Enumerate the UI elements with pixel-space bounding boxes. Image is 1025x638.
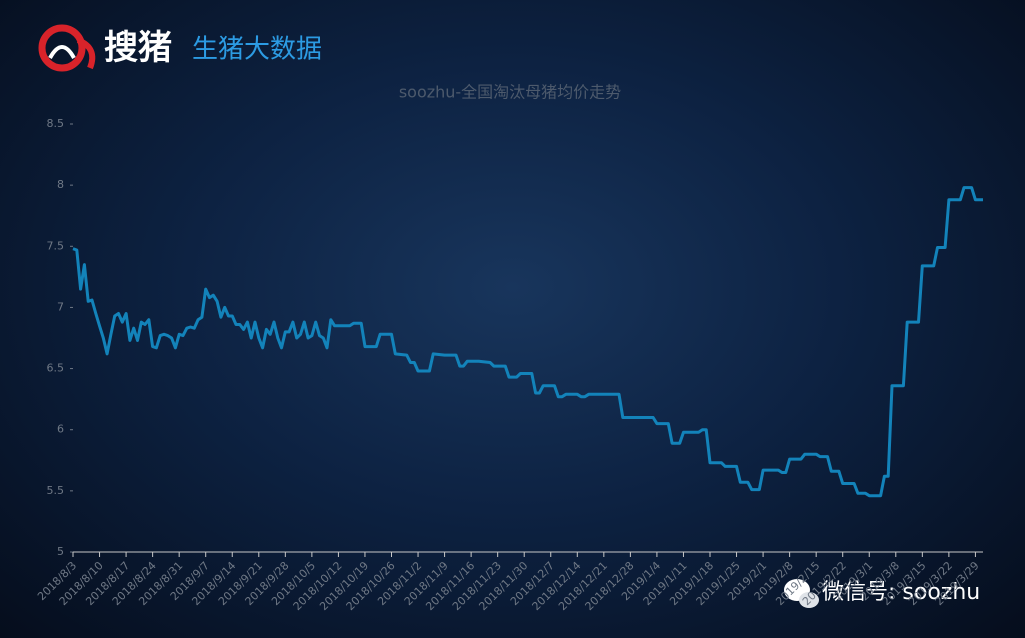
watermark-icon bbox=[784, 579, 819, 608]
y-tick-label: 5.5 bbox=[47, 484, 65, 497]
chart-title: soozhu-全国淘汰母猪均价走势 bbox=[399, 83, 621, 102]
y-tick-label: 8 bbox=[57, 178, 64, 191]
y-tick-label: 8.5 bbox=[47, 117, 65, 130]
y-tick-label: 7.5 bbox=[47, 239, 65, 252]
price-line bbox=[72, 186, 983, 498]
y-tick-label: 7 bbox=[57, 300, 64, 313]
subtitle: 生猪大数据 bbox=[192, 35, 322, 65]
y-tick-label: 6 bbox=[57, 423, 64, 436]
brand: 搜猪 bbox=[104, 28, 172, 68]
watermark: 微信号: soozhu bbox=[822, 580, 980, 605]
y-tick-label: 5 bbox=[57, 545, 64, 558]
logo bbox=[38, 24, 96, 72]
y-tick-label: 6.5 bbox=[47, 362, 65, 375]
